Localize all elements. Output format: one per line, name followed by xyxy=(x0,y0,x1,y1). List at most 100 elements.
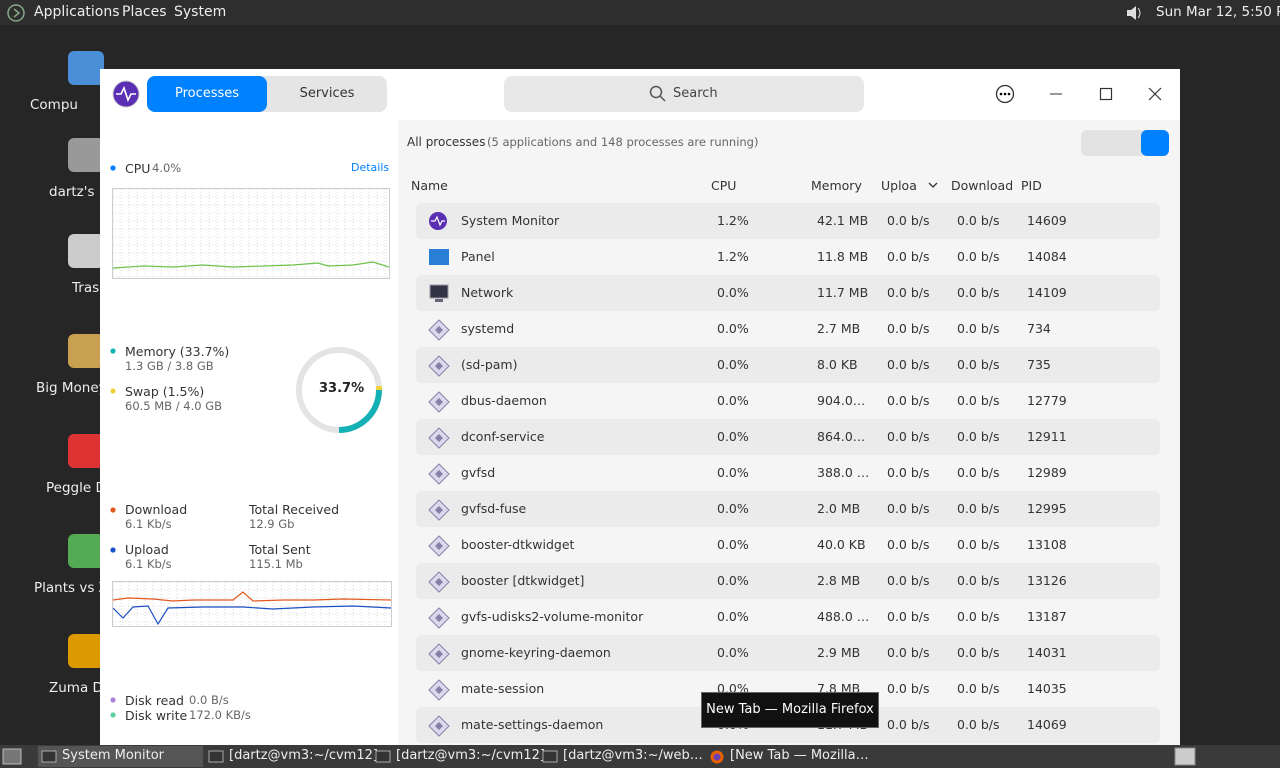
process-cell: 0.0 b/s xyxy=(957,393,1000,408)
process-cell: 0.0 b/s xyxy=(887,249,930,264)
process-icon xyxy=(429,284,449,302)
process-icon xyxy=(428,535,450,557)
process-name: gvfsd-fuse xyxy=(461,501,527,516)
process-cell: 0.0 b/s xyxy=(887,321,930,336)
tab[interactable]: Services xyxy=(299,86,355,101)
process-cell: 1.2% xyxy=(717,249,749,264)
process-name: dconf-service xyxy=(461,429,545,444)
process-row[interactable] xyxy=(416,635,1160,671)
process-cell: 0.0% xyxy=(717,429,749,444)
taskbar-label: [dartz@vm3:~/web… xyxy=(563,748,703,763)
process-cell: 2.7 MB xyxy=(817,321,861,336)
desktop-icon[interactable] xyxy=(64,630,108,674)
process-row[interactable] xyxy=(416,419,1160,455)
show-desktop[interactable] xyxy=(2,747,22,766)
menu-item[interactable]: Applications xyxy=(34,4,120,20)
memory-ring xyxy=(296,347,383,433)
search-box[interactable] xyxy=(504,76,864,112)
process-icon xyxy=(428,391,450,413)
view-button-active[interactable] xyxy=(1141,130,1169,156)
process-cell: 40.0 KB xyxy=(817,537,866,552)
process-cell: 11.8 MB xyxy=(817,249,869,264)
process-row[interactable] xyxy=(416,563,1160,599)
column-header[interactable]: Download xyxy=(951,178,1014,193)
menu-button[interactable] xyxy=(995,84,1015,104)
process-icon xyxy=(429,212,447,230)
details-link[interactable]: Details xyxy=(351,161,390,174)
process-icon xyxy=(428,463,450,485)
process-cell: 42.1 MB xyxy=(817,213,869,228)
taskbar-label: System Monitor xyxy=(62,748,165,763)
desktop-icon[interactable] xyxy=(64,134,108,178)
column-header[interactable]: Memory xyxy=(811,178,862,193)
workspace-switcher[interactable] xyxy=(1174,747,1196,766)
process-row[interactable] xyxy=(416,275,1160,311)
process-cell: 488.0 … xyxy=(817,609,870,624)
process-cell: 0.0 b/s xyxy=(957,249,1000,264)
process-cell: 0.0 b/s xyxy=(957,321,1000,336)
cpu-label: CPU xyxy=(125,161,151,176)
legend-dot xyxy=(110,165,116,171)
column-header[interactable]: PID xyxy=(1021,178,1042,193)
process-name: mate-session xyxy=(461,681,545,696)
process-row[interactable] xyxy=(416,491,1160,527)
process-cell: 0.0 b/s xyxy=(887,357,930,372)
process-cell: 0.0% xyxy=(717,501,749,516)
taskbar-icon xyxy=(542,750,558,763)
process-cell: 0.0 b/s xyxy=(957,357,1000,372)
process-name: booster-dtkwidget xyxy=(461,537,575,552)
taskbar-icon xyxy=(375,750,391,763)
close-button[interactable] xyxy=(1147,86,1163,102)
disk-read-value: 0.0 B/s xyxy=(189,693,229,707)
process-row[interactable] xyxy=(416,311,1160,347)
column-header[interactable]: Upload xyxy=(881,178,917,193)
received-value: 12.9 Gb xyxy=(249,517,295,531)
search-placeholder: Search xyxy=(673,86,718,101)
process-cell: 734 xyxy=(1027,321,1051,336)
clock[interactable]: Sun Mar 12, 5:50 PM xyxy=(1156,4,1280,20)
tab-active[interactable]: Processes xyxy=(147,76,267,112)
process-cell: 0.0 b/s xyxy=(887,717,930,732)
process-icon xyxy=(428,715,450,737)
menu-item[interactable]: System xyxy=(174,4,227,20)
maximize-button[interactable] xyxy=(1098,86,1114,102)
upload-value: 6.1 Kb/s xyxy=(125,557,172,571)
column-header[interactable]: Name xyxy=(411,178,448,193)
process-cell: 0.0% xyxy=(717,645,749,660)
process-cell: 0.0 b/s xyxy=(957,285,1000,300)
process-cell: 0.0 b/s xyxy=(887,681,930,696)
desktop-icon[interactable] xyxy=(64,530,108,574)
minimize-button[interactable] xyxy=(1048,86,1064,102)
process-cell: 14031 xyxy=(1027,645,1067,660)
process-row[interactable] xyxy=(416,455,1160,491)
process-cell: 0.0 b/s xyxy=(957,573,1000,588)
process-icon xyxy=(428,679,450,701)
process-row[interactable] xyxy=(416,347,1160,383)
process-cell: 14035 xyxy=(1027,681,1067,696)
process-row[interactable] xyxy=(416,239,1160,275)
memory-ring-label: 33.7% xyxy=(319,381,365,396)
process-cell: 14069 xyxy=(1027,717,1067,732)
sort-indicator[interactable] xyxy=(927,179,939,191)
process-row[interactable] xyxy=(416,527,1160,563)
process-cell: 0.0% xyxy=(717,285,749,300)
process-row[interactable] xyxy=(416,599,1160,635)
menu-item[interactable]: Places xyxy=(122,4,167,20)
process-cell: 0.0 b/s xyxy=(957,465,1000,480)
column-header[interactable]: CPU xyxy=(711,178,737,193)
process-row[interactable] xyxy=(416,203,1160,239)
process-row[interactable] xyxy=(416,383,1160,419)
taskbar-icon xyxy=(41,750,57,763)
process-cell: 0.0% xyxy=(717,321,749,336)
process-cell: 0.0% xyxy=(717,573,749,588)
volume-icon[interactable] xyxy=(1124,3,1144,23)
process-cell: 11.7 MB xyxy=(817,285,869,300)
desktop-icon[interactable] xyxy=(64,47,108,91)
process-cell: 0.0 b/s xyxy=(887,609,930,624)
legend-dot xyxy=(110,547,116,553)
desktop-icon[interactable] xyxy=(64,430,108,474)
taskbar-item[interactable] xyxy=(38,746,203,767)
process-name: dbus-daemon xyxy=(461,393,547,408)
desktop-icon[interactable] xyxy=(64,230,108,274)
desktop-icon[interactable] xyxy=(64,330,108,374)
